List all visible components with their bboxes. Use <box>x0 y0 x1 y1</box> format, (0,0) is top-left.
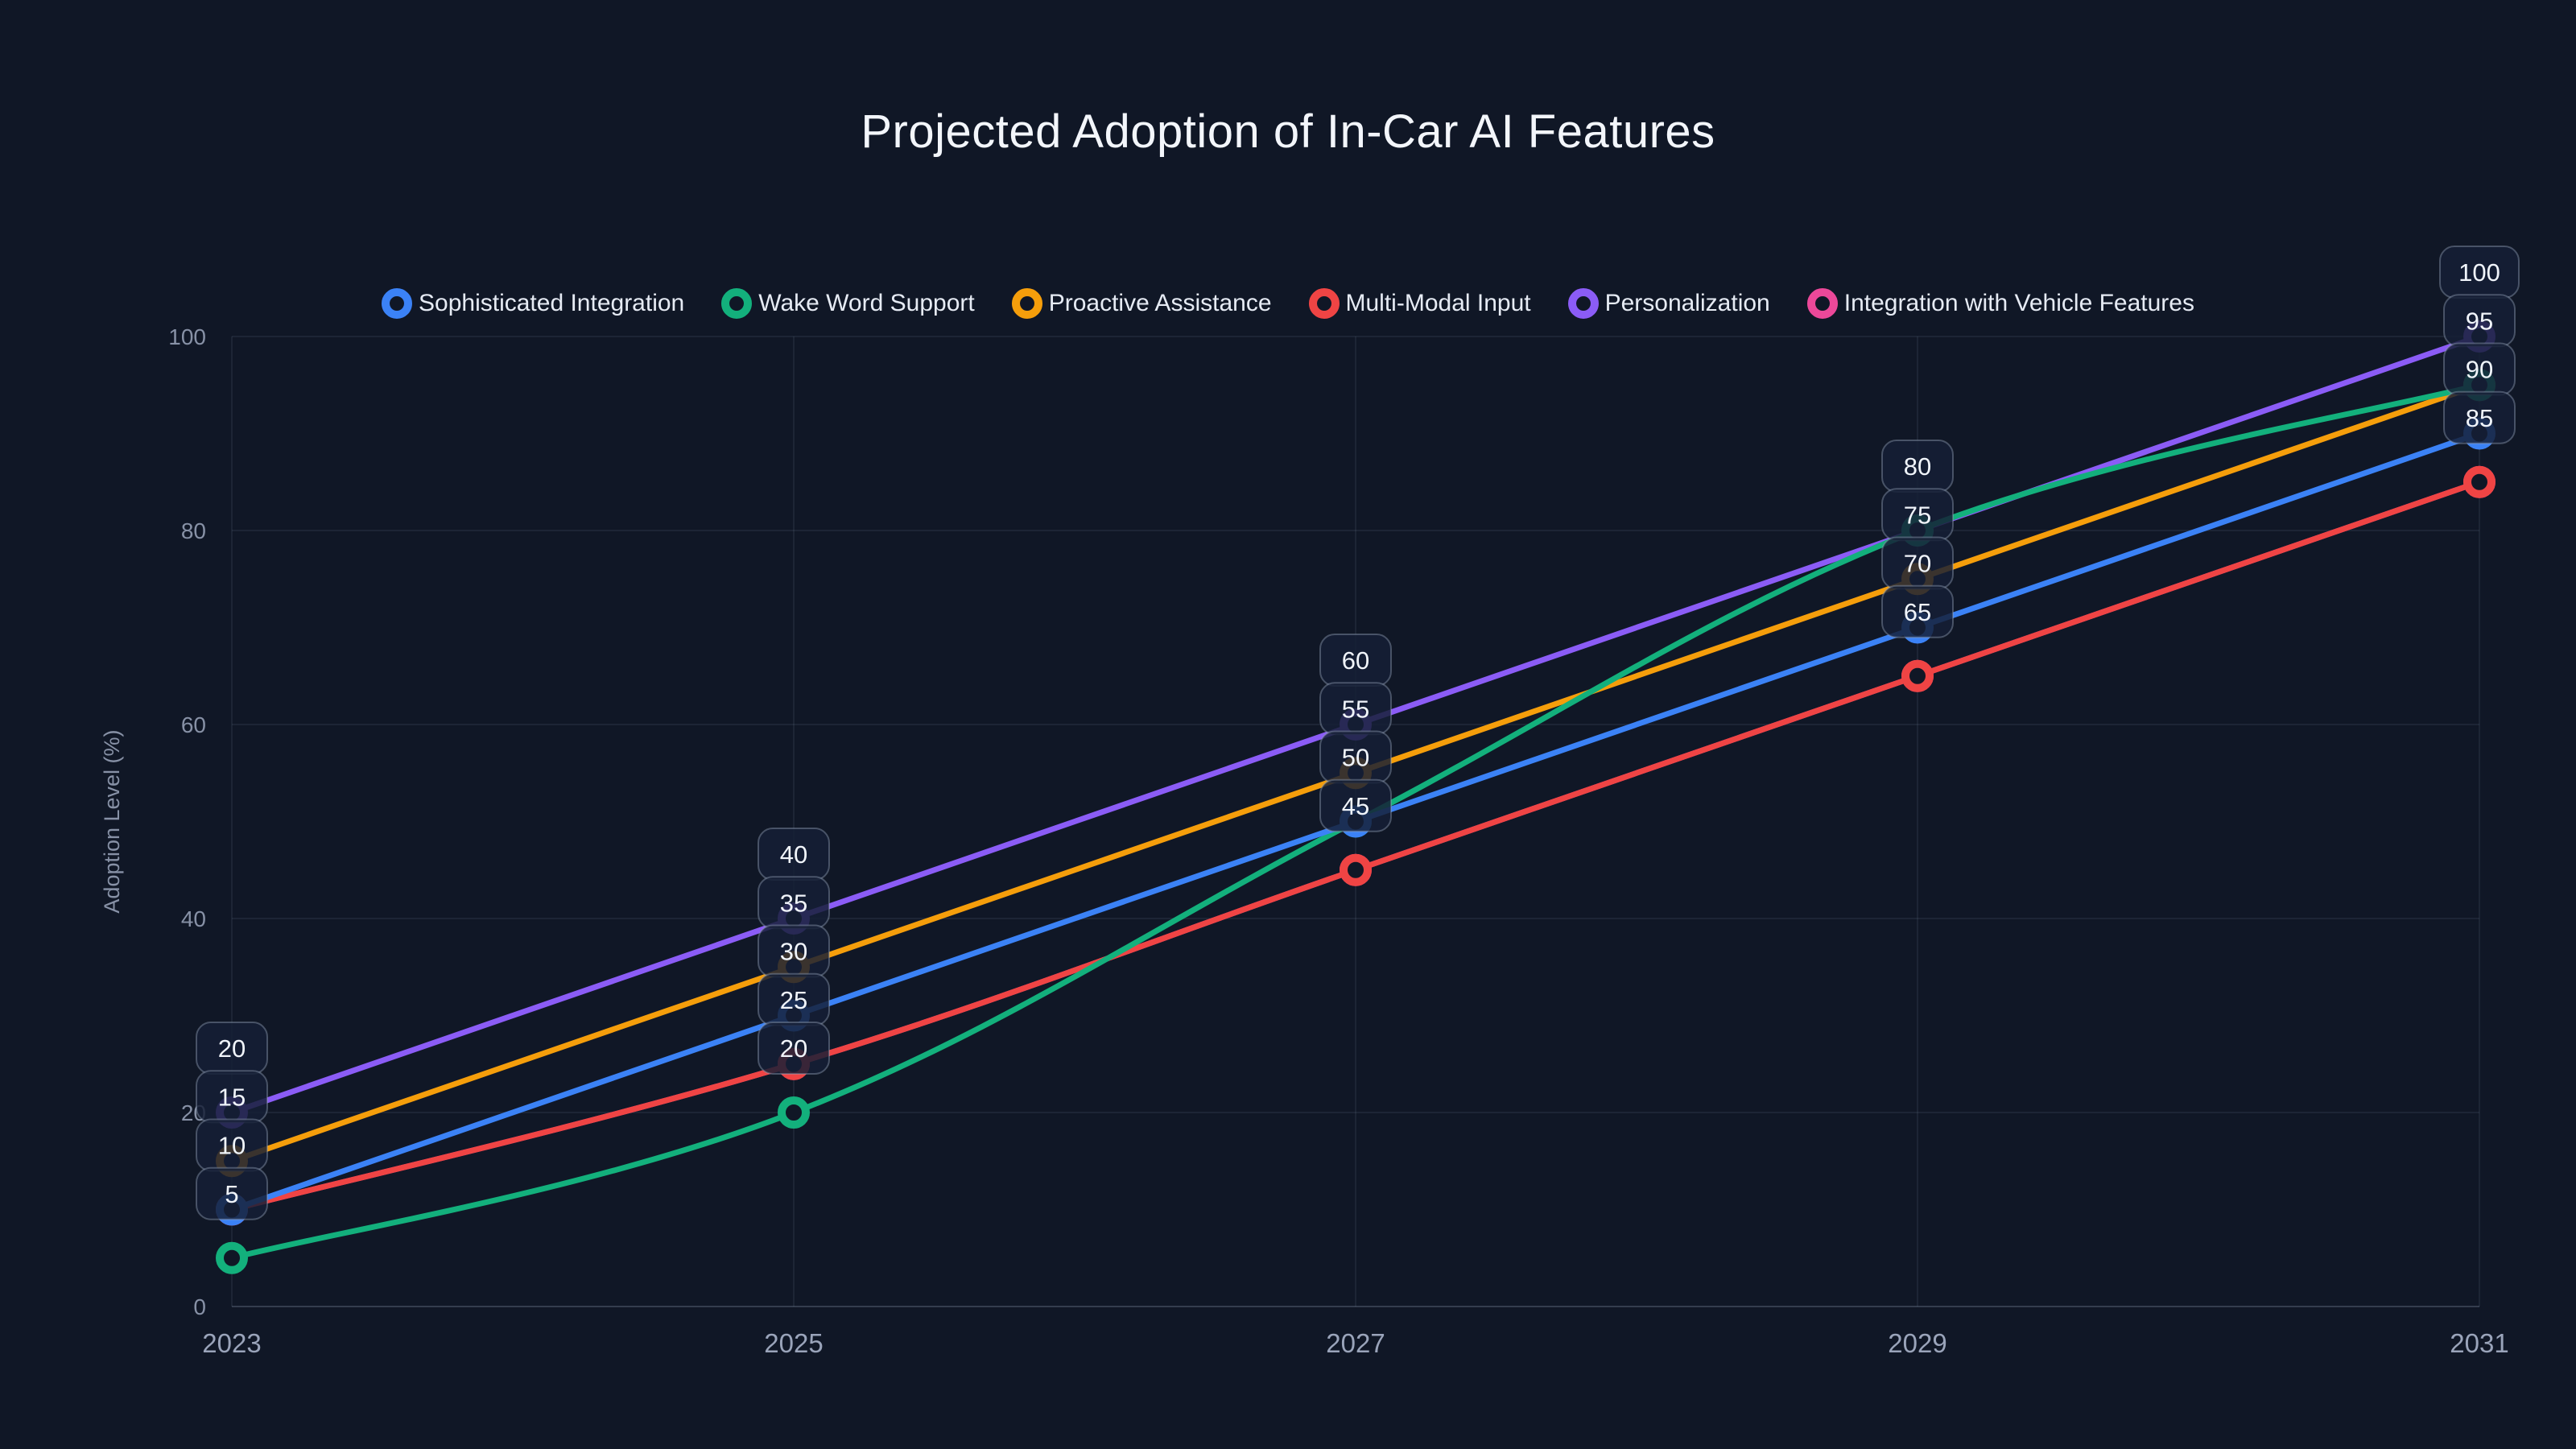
value-label: 60 <box>1319 634 1392 687</box>
value-label-text: 75 <box>1904 501 1931 529</box>
data-point-multi-modal-input <box>2463 465 2496 498</box>
legend-item-proactive-assistance[interactable]: Proactive Assistance <box>1011 288 1272 319</box>
y-axis-title: Adoption Level (%) <box>100 729 124 913</box>
value-label: 55 <box>1319 682 1392 736</box>
legend-label: Multi-Modal Input <box>1345 290 1531 316</box>
value-label: 15 <box>196 1070 268 1124</box>
value-label-text: 30 <box>780 938 807 966</box>
value-label-text: 100 <box>2458 258 2500 287</box>
y-axis-tick-label: 100 <box>168 324 206 349</box>
y-axis-tick-label: 60 <box>181 712 206 737</box>
value-label: 90 <box>2443 342 2516 396</box>
value-label-text: 90 <box>2466 356 2493 384</box>
value-label: 40 <box>758 828 830 881</box>
value-label-text: 35 <box>780 889 807 917</box>
value-label: 45 <box>1319 778 1392 832</box>
chart-title: Projected Adoption of In-Car AI Features <box>861 105 1715 158</box>
legend-ring-icon <box>382 288 413 319</box>
value-label-text: 20 <box>218 1034 246 1063</box>
value-label-text: 85 <box>2466 404 2493 432</box>
value-label: 35 <box>758 876 830 930</box>
value-label-text: 15 <box>218 1083 246 1111</box>
y-axis-tick-label: 40 <box>181 906 206 931</box>
value-label: 50 <box>1319 730 1392 784</box>
legend-label: Personalization <box>1604 290 1770 316</box>
data-point-wake-word-support <box>216 1241 248 1274</box>
value-label: 80 <box>1881 440 1954 493</box>
legend-ring-icon <box>1567 288 1599 319</box>
legend-item-personalization[interactable]: Personalization <box>1567 288 1770 319</box>
legend-item-wake-word-support[interactable]: Wake Word Support <box>721 288 975 319</box>
value-label-box <box>2443 390 2516 444</box>
legend-label: Wake Word Support <box>758 290 975 316</box>
value-label: 30 <box>758 924 830 978</box>
value-label: 25 <box>758 972 830 1026</box>
y-axis-tick-label: 80 <box>181 518 206 543</box>
legend-ring-icon <box>1011 288 1042 319</box>
data-point-wake-word-support <box>778 1096 810 1129</box>
x-axis-tick-label: 2031 <box>2450 1328 2508 1358</box>
value-label: 20 <box>758 1022 830 1075</box>
legend-label: Proactive Assistance <box>1048 290 1272 316</box>
value-label: 85 <box>2443 390 2516 444</box>
data-point-multi-modal-input <box>1340 853 1372 886</box>
value-label-text: 45 <box>1342 792 1369 820</box>
value-label: 70 <box>1881 536 1954 590</box>
value-label-text: 10 <box>218 1132 246 1160</box>
legend-item-multi-modal-input[interactable]: Multi-Modal Input <box>1308 288 1531 319</box>
point-value-labels: 20 15 10 5 40 35 30 25 20 60 55 50 45 80 75 70 65 100 95 90… <box>196 246 2520 1220</box>
value-label-text: 80 <box>1904 452 1931 481</box>
y-axis-tick-label: 0 <box>193 1294 206 1319</box>
value-label-text: 95 <box>2466 307 2493 335</box>
legend-ring-icon <box>721 288 753 319</box>
value-label-box <box>758 1022 830 1075</box>
value-label-box <box>196 1166 268 1220</box>
legend-ring-icon <box>1308 288 1340 319</box>
value-label-box <box>1319 778 1392 832</box>
value-label: 65 <box>1881 584 1954 638</box>
x-axis-tick-label: 2023 <box>202 1328 261 1358</box>
value-label-text: 25 <box>780 986 807 1014</box>
value-label-text: 5 <box>225 1180 238 1208</box>
legend-item-integration-with-vehicle-features[interactable]: Integration with Vehicle Features <box>1806 288 2194 319</box>
legend-label: Integration with Vehicle Features <box>1843 290 2194 316</box>
x-axis-tick-label: 2025 <box>764 1328 823 1358</box>
legend-item-sophisticated-integration[interactable]: Sophisticated Integration <box>382 288 684 319</box>
value-label-text: 65 <box>1904 598 1931 626</box>
value-label: 5 <box>196 1166 268 1220</box>
value-label-text: 20 <box>780 1034 807 1063</box>
x-axis-tick-label: 2029 <box>1888 1328 1946 1358</box>
legend-ring-icon <box>1806 288 1838 319</box>
value-label: 10 <box>196 1118 268 1172</box>
value-label: 100 <box>2439 246 2520 299</box>
value-label: 75 <box>1881 488 1954 542</box>
value-label: 95 <box>2443 294 2516 348</box>
value-label-text: 50 <box>1342 744 1369 772</box>
value-label-box <box>1881 584 1954 638</box>
legend: Sophisticated Integration Wake Word Suppo… <box>0 288 2576 319</box>
x-axis-tick-label: 2027 <box>1326 1328 1385 1358</box>
value-label-text: 55 <box>1342 695 1369 723</box>
value-label-text: 40 <box>780 840 807 869</box>
value-label-text: 60 <box>1342 646 1369 675</box>
value-label: 20 <box>196 1022 268 1075</box>
value-label-text: 70 <box>1904 550 1931 578</box>
legend-label: Sophisticated Integration <box>419 290 685 316</box>
data-point-multi-modal-input <box>1901 659 1934 692</box>
